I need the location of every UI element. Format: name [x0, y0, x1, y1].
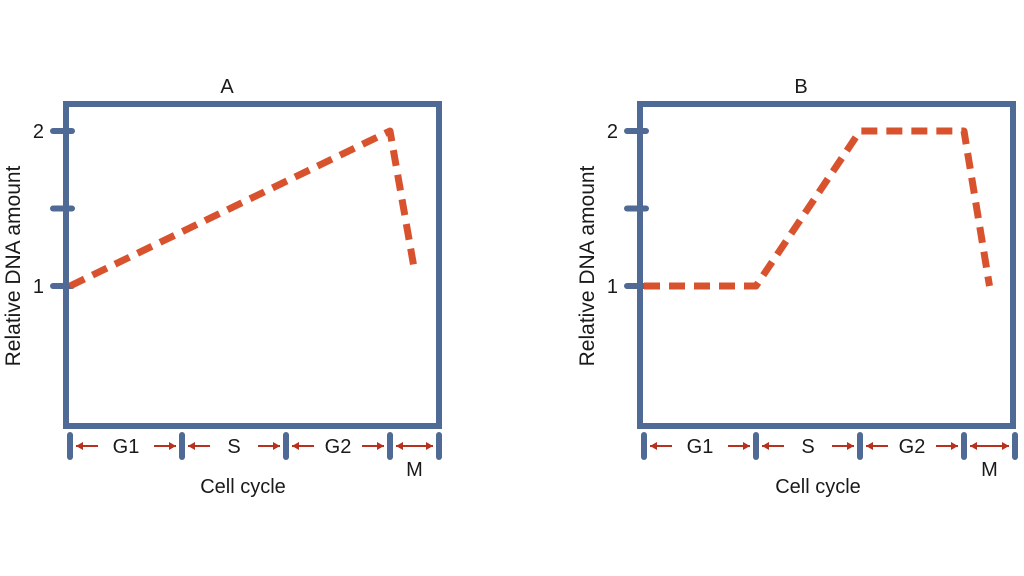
y-tick-label: 1 [33, 276, 44, 298]
x-axis-label: Cell cycle [775, 476, 861, 498]
dna-amount-line [644, 127, 993, 290]
phase-arrow-head [866, 442, 873, 450]
phase-arrow-head [377, 442, 384, 450]
phase-label: M [981, 459, 998, 481]
chart-title: A [220, 76, 234, 98]
phase-label: G1 [687, 436, 714, 458]
phase-arrow-head [743, 442, 750, 450]
phase-arrow-head [292, 442, 299, 450]
phase-label: S [801, 436, 814, 458]
phase-arrow-head [650, 442, 657, 450]
dna-amount-line [68, 127, 418, 290]
chart-title: B [794, 76, 807, 98]
chart-panel-b: B Relative DNA amount Cell cycle 12 G1 S G… [576, 76, 1018, 498]
y-tick-label: 1 [607, 276, 618, 298]
y-axis-label: Relative DNA amount [576, 165, 599, 366]
phase-arrow-head [76, 442, 83, 450]
phase-arrow-head [426, 442, 433, 450]
chart-panel-a: A Relative DNA amount Cell cycle 12 G1 S G… [2, 76, 442, 498]
phase-arrow-head [762, 442, 769, 450]
phase-arrow-head [396, 442, 403, 450]
phase-label: G1 [113, 436, 140, 458]
phase-label: G2 [899, 436, 926, 458]
phase-label: M [406, 459, 423, 481]
phase-arrow-head [970, 442, 977, 450]
phase-bar: G1 S G2 M [641, 432, 1018, 481]
plot-frame [637, 101, 1016, 429]
x-axis-label: Cell cycle [200, 476, 286, 498]
phase-arrow-head [847, 442, 854, 450]
phase-arrow-head [951, 442, 958, 450]
phase-bar: G1 S G2 M [67, 432, 442, 481]
phase-arrow-head [188, 442, 195, 450]
phase-arrow-head [273, 442, 280, 450]
y-ticks: 12 [607, 121, 649, 298]
y-axis-label: Relative DNA amount [2, 165, 25, 366]
phase-arrow-head [169, 442, 176, 450]
plot-frame [63, 101, 442, 429]
y-tick-label: 2 [33, 121, 44, 143]
phase-arrow-head [1002, 442, 1009, 450]
phase-label: S [227, 436, 240, 458]
phase-label: G2 [325, 436, 352, 458]
y-ticks: 12 [33, 121, 75, 298]
y-tick-label: 2 [607, 121, 618, 143]
